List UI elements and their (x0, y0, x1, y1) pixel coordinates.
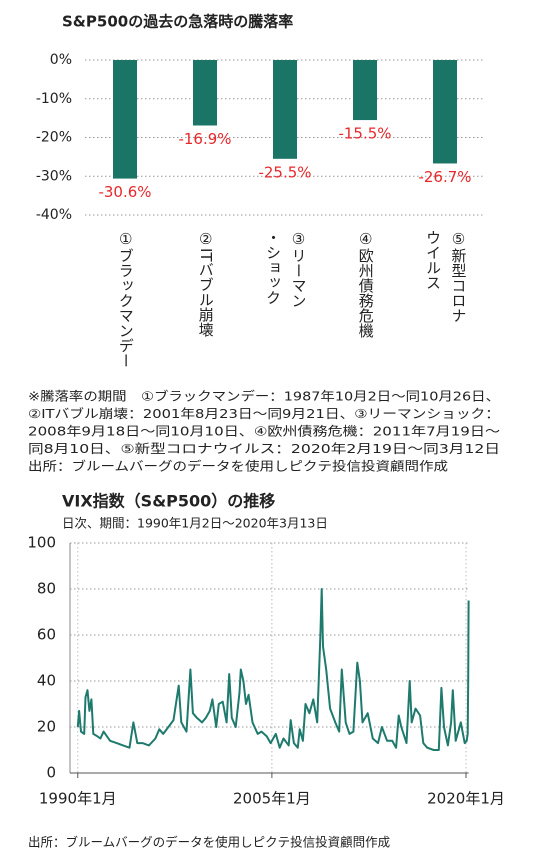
chart-title: VIX指数（S&P500）の推移 (62, 492, 275, 511)
x-tick-label: ④欧州債務危機 (356, 230, 375, 338)
x-tick-label: ③リーマン ・ショック (264, 230, 308, 308)
y-tick-label: 20 (37, 718, 56, 736)
x-tick-label: 1990年1月 (39, 790, 117, 808)
value-label: -30.6% (98, 183, 151, 201)
bar (273, 60, 297, 159)
bar (113, 60, 137, 179)
y-tick-label: 80 (37, 580, 56, 598)
x-tick-label: 2005年1月 (233, 790, 311, 808)
y-tick-label: -40% (36, 207, 72, 223)
bar (433, 60, 457, 164)
x-tick-label: ②ITバブル崩壊 (196, 230, 215, 337)
chart-subtitle: 日次、期間：1990年1月2日～2020年3月13日 (62, 516, 328, 531)
y-tick-label: 100 (27, 534, 56, 552)
note: 2008年9月18日～同10月10日、④欧州債務危機：2011年7月19日～ (28, 424, 500, 439)
y-tick-label: -20% (36, 130, 72, 146)
value-label: -15.5% (338, 125, 391, 143)
value-label: -25.5% (258, 163, 311, 181)
chart-title: S&P500の過去の急落時の騰落率 (62, 13, 293, 31)
y-tick-label: 0% (50, 52, 72, 68)
y-tick-label: -30% (36, 168, 72, 184)
source: 出所：ブルームバーグのデータを使用しピクテ投信投資顧問作成 (28, 835, 390, 850)
note: ※騰落率の期間 ①ブラックマンデー：1987年10月2日～同10月26日、 (28, 389, 500, 404)
note: 同8月10日、⑤新型コロナウイルス：2020年2月19日～同3月12日 (28, 441, 500, 456)
bar (193, 60, 217, 126)
y-tick-label: 60 (37, 626, 56, 644)
x-tick-label: ⑤新型コロナ ウイルス (424, 230, 468, 323)
x-tick-label: 2020年1月 (427, 790, 505, 808)
note: 出所：ブルームバーグのデータを使用しピクテ投信投資顧問作成 (28, 459, 448, 474)
y-tick-label: -10% (36, 91, 72, 107)
bar (353, 60, 377, 121)
x-tick-label: ①ブラックマンデー (116, 230, 135, 368)
y-tick-label: 40 (37, 672, 56, 690)
value-label: -26.7% (418, 168, 471, 186)
y-tick-label: 0 (46, 764, 56, 782)
value-label: -16.9% (178, 130, 231, 148)
line (76, 588, 470, 751)
note: ②ITバブル崩壊：2001年8月23日～同9月21日、③リーマンショック： (28, 406, 500, 421)
